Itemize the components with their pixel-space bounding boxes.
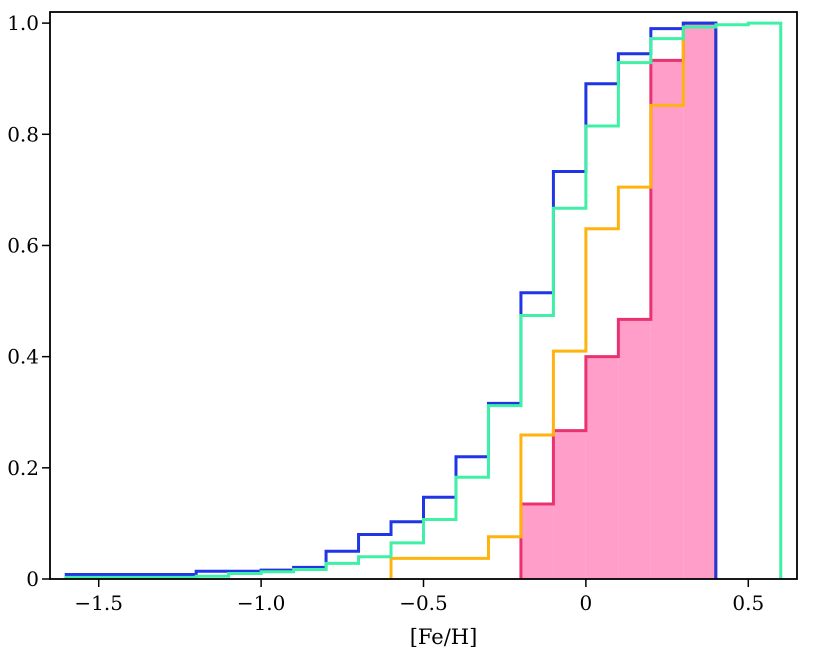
y-tick-label: 0.6 [7,233,39,257]
bar-pink-filled-5 [683,23,716,579]
step-line-orange [389,21,718,579]
step-line-green [64,21,783,579]
bar-pink-filled-3 [618,319,651,579]
series-blue [64,21,718,579]
bar-pink-filled-4 [650,60,684,580]
series-green [64,21,783,579]
x-axis-title: [Fe/H] [410,625,478,649]
x-tick-label: −1.5 [74,591,123,615]
step-line-blue [64,21,718,579]
series-pink-filled [519,21,718,580]
bar-pink-filled-1 [553,430,586,579]
bar-pink-filled-0 [520,503,554,579]
series-orange [389,21,718,579]
x-tick-label: 0 [580,591,593,615]
y-tick-label: 0.2 [7,456,39,480]
tick-layer: −1.5 −1.0 −0.5 0 0.5 0 0.2 0.4 0.6 0.8 1.0 [7,11,764,615]
y-tick-label: 1.0 [7,11,39,35]
series-layer [64,21,783,580]
y-tick-label: 0 [26,567,39,591]
bar-pink-filled-2 [585,356,619,579]
x-tick-label: 0.5 [732,591,764,615]
y-tick-label: 0.4 [7,345,39,369]
x-tick-label: −1.0 [237,591,286,615]
y-tick-label: 0.8 [7,122,39,146]
x-tick-label: −0.5 [399,591,448,615]
